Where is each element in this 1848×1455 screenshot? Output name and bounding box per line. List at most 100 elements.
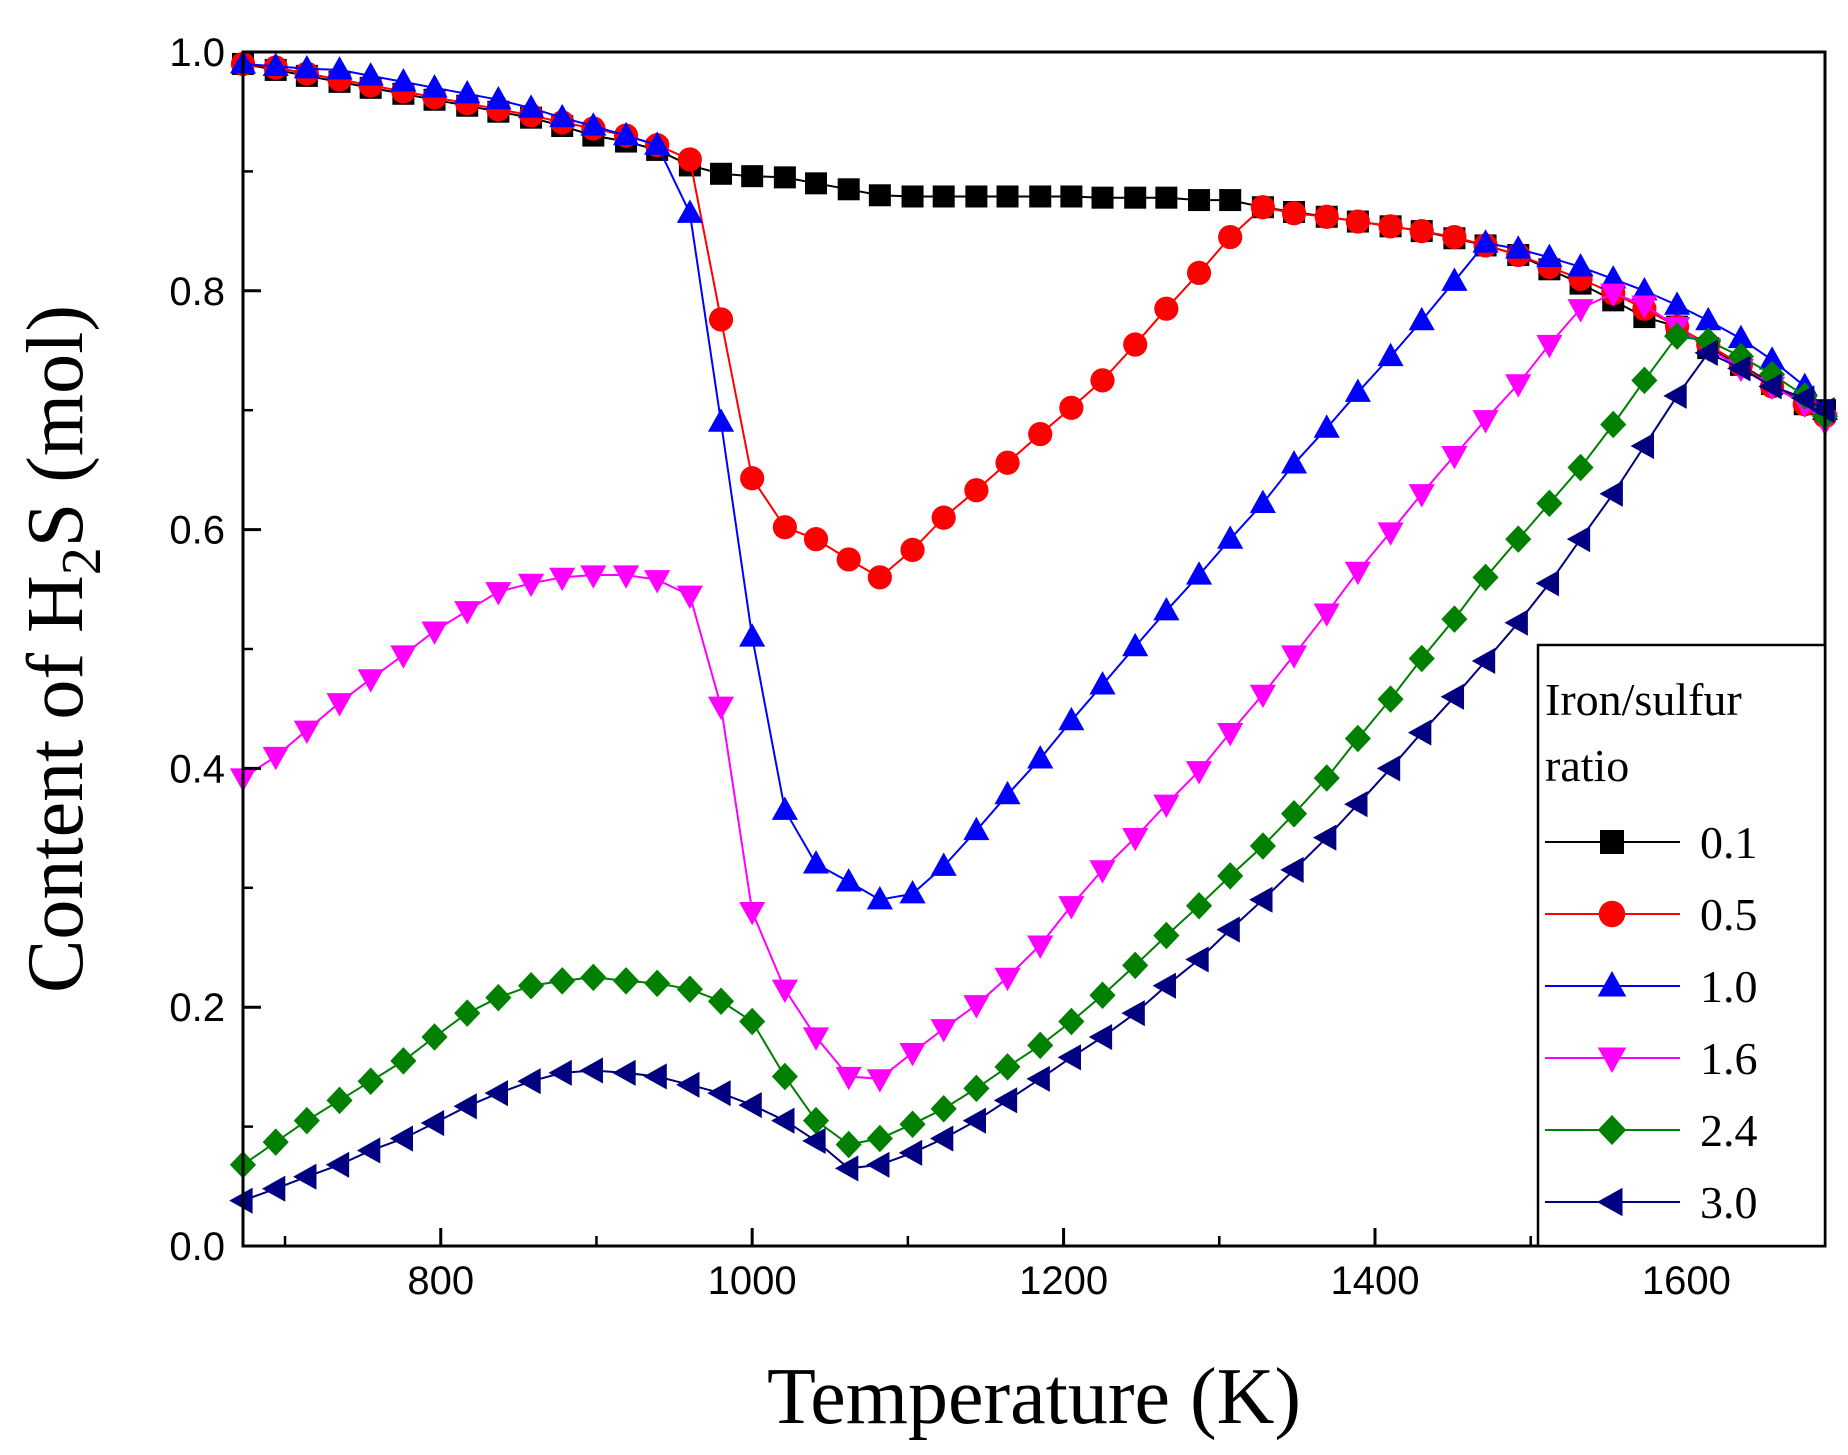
data-point <box>901 185 924 208</box>
data-point <box>930 852 957 876</box>
data-point <box>677 147 702 172</box>
series-1-0 <box>229 50 1839 910</box>
data-point <box>549 967 576 995</box>
data-point <box>867 565 892 590</box>
y-axis-title: Content of H2S (mol) <box>12 305 113 993</box>
data-point <box>1027 935 1054 959</box>
y-tick-label: 0.0 <box>169 1225 225 1269</box>
x-axis-title: Temperature (K) <box>767 1353 1301 1441</box>
x-tick-label: 1000 <box>708 1259 797 1303</box>
y-tick-label: 1.0 <box>169 31 225 75</box>
data-point <box>866 1124 893 1153</box>
data-point <box>1188 189 1211 212</box>
data-point <box>1409 219 1434 244</box>
data-point <box>325 1151 350 1178</box>
data-point <box>1344 724 1371 753</box>
data-point <box>1154 296 1179 321</box>
data-point <box>1567 299 1594 323</box>
data-point <box>1280 856 1304 883</box>
data-point <box>1664 291 1691 315</box>
data-point <box>420 1109 445 1137</box>
data-point <box>1599 480 1623 507</box>
data-point <box>1122 828 1149 852</box>
data-point <box>1219 189 1242 212</box>
y-tick-label: 0.4 <box>169 747 225 791</box>
data-point <box>802 1027 830 1051</box>
data-point <box>1029 185 1052 208</box>
data-point <box>1600 410 1627 439</box>
data-point <box>1344 561 1371 586</box>
series-layer <box>229 50 1839 1214</box>
legend: Iron/sulfur ratio 0.1 0.5 1.0 1.6 2.4 3.0 <box>1536 643 1827 1248</box>
data-point <box>1377 342 1404 367</box>
data-point <box>773 166 796 189</box>
data-point <box>866 1069 893 1093</box>
legend-label: 3.0 <box>1700 1177 1758 1228</box>
data-point <box>262 746 289 771</box>
data-point <box>485 86 512 110</box>
data-point <box>389 1125 414 1152</box>
data-point <box>1249 489 1276 513</box>
data-point <box>1123 332 1148 357</box>
data-point <box>390 68 417 92</box>
data-point <box>963 816 990 841</box>
data-point <box>1028 421 1053 447</box>
legend-item: 1.0 <box>1545 961 1758 1012</box>
data-point <box>1186 260 1212 285</box>
data-point <box>1408 306 1435 331</box>
data-point <box>485 582 512 606</box>
data-point <box>1442 224 1467 250</box>
data-point <box>421 1023 448 1051</box>
data-point <box>676 199 703 223</box>
data-point <box>710 162 733 185</box>
data-point <box>930 1094 957 1123</box>
data-point <box>868 184 891 207</box>
data-point <box>1377 522 1404 546</box>
data-point <box>421 74 448 98</box>
data-point <box>1535 570 1560 597</box>
data-point <box>357 62 384 86</box>
y-tick-label: 0.2 <box>169 986 225 1030</box>
data-point <box>771 979 798 1004</box>
data-point <box>930 1019 957 1043</box>
data-point <box>390 645 417 669</box>
data-point <box>229 1187 253 1214</box>
series-0-5 <box>230 51 1838 590</box>
legend-item: 3.0 <box>1545 1177 1758 1228</box>
data-point <box>1663 382 1687 409</box>
data-point <box>1471 647 1496 675</box>
data-point <box>644 131 671 155</box>
data-point <box>835 1130 862 1159</box>
legend-label: 0.5 <box>1700 889 1758 940</box>
data-point <box>612 121 640 146</box>
legend-label: 1.6 <box>1700 1033 1758 1084</box>
data-point <box>802 1106 830 1135</box>
data-point <box>1216 916 1240 943</box>
legend-item: 1.6 <box>1545 1033 1758 1084</box>
data-point <box>1694 339 1718 366</box>
data-point <box>1378 214 1403 239</box>
data-point <box>549 567 576 592</box>
data-point <box>1505 374 1532 398</box>
data-point <box>1566 526 1591 553</box>
data-point <box>484 1080 508 1107</box>
y-axis-title-suffix: S (mol) <box>12 305 100 547</box>
data-point <box>1313 764 1340 792</box>
data-point <box>1758 346 1786 370</box>
data-point <box>293 1163 317 1190</box>
data-point <box>1153 921 1180 950</box>
data-point <box>899 1042 926 1067</box>
data-point <box>963 1074 990 1103</box>
data-point <box>1312 824 1337 851</box>
data-point <box>644 969 671 998</box>
data-point <box>1505 235 1532 259</box>
data-point <box>580 565 607 589</box>
data-point <box>1344 378 1371 402</box>
data-point <box>1345 209 1370 234</box>
data-point <box>1218 224 1243 250</box>
data-point <box>1057 1044 1081 1071</box>
legend-label: 1.0 <box>1700 961 1758 1012</box>
series-2-4 <box>229 322 1839 1179</box>
data-point <box>1631 295 1658 319</box>
x-tick-label: 1400 <box>1331 1259 1420 1303</box>
